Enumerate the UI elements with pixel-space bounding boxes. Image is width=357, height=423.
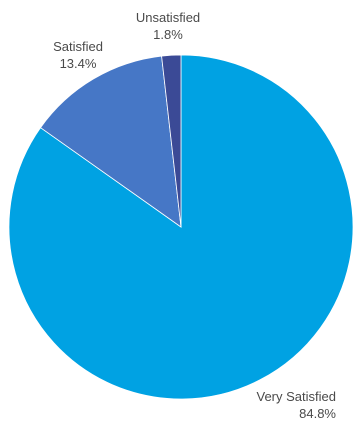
slice-value-satisfied: 13.4% [60,56,97,71]
slice-label-unsatisfied: Unsatisfied [136,10,200,25]
pie-slices [8,54,354,400]
slice-value-unsatisfied: 1.8% [153,27,183,42]
slice-value-very-satisfied: 84.8% [299,406,336,421]
pie-slice-unsatisfied [161,54,182,228]
slice-label-very-satisfied: Very Satisfied [257,389,337,404]
slice-label-satisfied: Satisfied [53,39,103,54]
pie-labels: Very Satisfied 84.8% Satisfied 13.4% Unsatis… [53,10,336,421]
pie-slice-satisfied [40,55,182,228]
